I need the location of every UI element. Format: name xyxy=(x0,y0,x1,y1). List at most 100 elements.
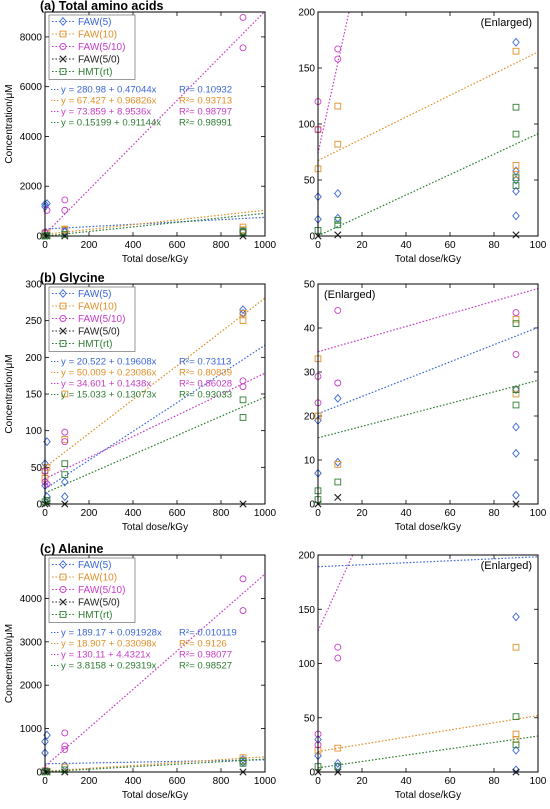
y-tick-label: 100 xyxy=(298,659,315,670)
y-tick-label: 0 xyxy=(309,232,315,243)
point-HMT(rt) xyxy=(512,401,520,409)
x-tick-label: 600 xyxy=(169,776,186,787)
point-FAW(5) xyxy=(334,188,342,198)
panel-b-zoom: 0 20 40 60 80 100 0 10 20 30 40 50 Total dose/kGy (En… xyxy=(304,280,547,534)
x-tick-label: 800 xyxy=(213,240,230,251)
y-tick-label: 50 xyxy=(304,280,316,291)
point-FAW(5/10) xyxy=(43,206,51,214)
point-FAW(5/10) xyxy=(239,575,247,583)
y-tick-label: 8000 xyxy=(20,32,43,43)
x-tick-label: 100 xyxy=(530,508,547,519)
x-tick-label: 1000 xyxy=(254,240,277,251)
x-tick-label: 400 xyxy=(125,240,142,251)
point-HMT(rt) xyxy=(334,478,342,486)
fit-lines xyxy=(318,12,538,236)
y-tick-label: 300 xyxy=(25,280,42,291)
y-tick-label: 200 xyxy=(298,551,315,562)
x-tick-label: 400 xyxy=(125,776,142,787)
fit-equation: y = 15.033 + 0.13073x xyxy=(61,390,157,401)
legend-marker-FAW(5) xyxy=(59,289,67,298)
point-FAW(5) xyxy=(512,765,520,775)
panel-a-full: (a) Total amino acids 0 200 400 600 800 1000 0 2… xyxy=(4,0,277,265)
point-FAW(10) xyxy=(334,102,342,110)
fit-equation: y = 50.009 + 0.23086x xyxy=(61,368,157,379)
point-FAW(5/10) xyxy=(512,350,520,358)
y-tick-label: 40 xyxy=(304,324,316,335)
legend: FAW(5) FAW(10)FAW(5/10) FAW(5/0)HMT(rt) xyxy=(48,286,136,352)
y-tick-label: 4000 xyxy=(20,594,43,605)
point-FAW(10) xyxy=(334,140,342,148)
fit-r2: R²= 0.98797 xyxy=(179,107,232,118)
x-axis-label: Total dose/kGy xyxy=(122,254,188,265)
legend-marker-FAW(5/0) xyxy=(59,55,67,63)
x-tick-label: 1000 xyxy=(254,776,277,787)
x-tick-label: 1000 xyxy=(254,508,277,519)
fit-line-HMT(rt) xyxy=(318,735,538,769)
y-tick-label: 200 xyxy=(298,8,315,19)
y-tick-label: 4000 xyxy=(20,132,43,143)
point-FAW(10) xyxy=(512,390,520,398)
enlarged-annotation: (Enlarged) xyxy=(481,560,532,572)
fit-line-FAW(5) xyxy=(45,344,265,490)
panel-b-full: (b) Glycine 0 200 400 600 800 1000 0 50 100 150 200… xyxy=(4,271,277,533)
point-FAW(10) xyxy=(239,317,247,325)
point-HMT(rt) xyxy=(61,231,69,238)
fit-line-FAW(10) xyxy=(45,756,265,772)
x-tick-label: 100 xyxy=(530,240,547,251)
y-tick-label: 6000 xyxy=(20,82,43,93)
point-FAW(5) xyxy=(512,175,520,185)
point-FAW(5/0) xyxy=(512,231,520,239)
legend-marker-FAW(5) xyxy=(59,560,67,569)
legend-entry: FAW(10) xyxy=(78,30,117,41)
point-FAW(10) xyxy=(61,390,69,398)
x-tick-label: 20 xyxy=(356,240,368,251)
legend-marker-FAW(10) xyxy=(59,573,67,581)
plot-frame xyxy=(317,11,539,237)
fit-r2: R²= 0.10932 xyxy=(179,85,232,96)
point-FAW(5/10) xyxy=(239,44,247,52)
panel-c-zoom: 0 20 40 60 80 100 0 50 100 150 200 Total dose/kGy (E… xyxy=(298,551,547,802)
x-tick-label: 100 xyxy=(530,776,547,787)
y-tick-label: 100 xyxy=(25,426,42,437)
y-tick-label: 150 xyxy=(298,64,315,75)
point-FAW(5) xyxy=(512,385,520,395)
fit-lines xyxy=(45,297,265,494)
y-tick-label: 0 xyxy=(36,768,42,779)
x-tick-label: 40 xyxy=(400,776,412,787)
legend-marker-FAW(5/0) xyxy=(59,327,67,335)
fit-line-HMT(rt) xyxy=(45,758,265,772)
panel-title: (c) Alanine xyxy=(40,542,103,556)
point-HMT(rt) xyxy=(239,228,247,236)
y-tick-label: 50 xyxy=(304,713,316,724)
fit-equation: y = 18.907 + 0.33098x xyxy=(61,639,157,650)
fit-lines xyxy=(318,555,538,769)
legend-marker-FAW(5/0) xyxy=(59,598,67,606)
point-FAW(5/10) xyxy=(334,643,342,651)
legend-entry: FAW(5/10) xyxy=(78,42,125,53)
legend-entry: FAW(5) xyxy=(78,289,112,300)
point-HMT(rt) xyxy=(512,741,520,749)
fit-line-FAW(5/10) xyxy=(45,12,265,235)
x-axis-label: Total dose/kGy xyxy=(122,522,188,533)
point-HMT(rt) xyxy=(512,130,520,138)
y-tick-label: 30 xyxy=(304,368,316,379)
legend-entry: FAW(10) xyxy=(78,573,117,584)
point-HMT(rt) xyxy=(512,103,520,111)
point-HMT(rt) xyxy=(334,221,342,229)
point-HMT(rt) xyxy=(61,766,69,774)
legend-entry: HMT(rt) xyxy=(78,67,112,78)
x-tick-label: 0 xyxy=(42,508,48,519)
legend-entry: FAW(5/10) xyxy=(78,585,125,596)
point-HMT(rt) xyxy=(512,174,520,182)
point-FAW(10) xyxy=(43,463,51,471)
point-FAW(5/10) xyxy=(61,438,69,446)
point-FAW(5) xyxy=(334,762,342,772)
fit-r2: R²= 0.98991 xyxy=(179,118,232,129)
point-HMT(rt) xyxy=(61,471,69,479)
x-tick-label: 80 xyxy=(488,240,500,251)
point-FAW(5) xyxy=(512,612,520,622)
plot-frame xyxy=(44,11,266,237)
y-tick-label: 20 xyxy=(304,412,316,423)
point-FAW(5/10) xyxy=(239,383,247,391)
